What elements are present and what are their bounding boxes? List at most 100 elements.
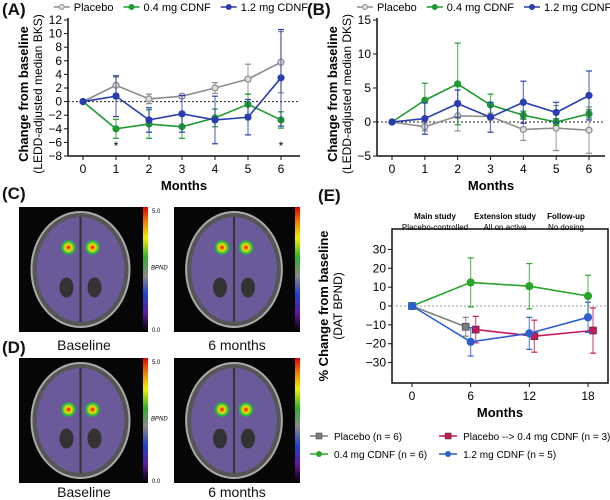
x-tick-label: 12 [523, 389, 537, 403]
data-point [211, 84, 219, 92]
colorbar-min-label: 0.0 [152, 328, 161, 334]
striatum-uptake [84, 239, 101, 256]
y-tick-label: 10 [49, 27, 63, 41]
data-point [486, 113, 495, 121]
series-line [411, 305, 589, 343]
data-point [244, 75, 252, 83]
data-point [454, 80, 462, 88]
chart-e: −30 −20 −10 0 10 20 30 0 6 12 18 Months % Change fro… [310, 212, 610, 461]
x-tick-label: 6 [586, 162, 593, 176]
y-tick-label: 10 [373, 280, 387, 294]
legend-marker [58, 4, 65, 10]
x-axis-title: Months [468, 178, 514, 193]
legend-marker [431, 4, 438, 10]
y-tick-label: −4 [48, 122, 62, 136]
data-point [145, 95, 153, 103]
data-point [552, 124, 560, 132]
colorbar-max-label: 5.0 [152, 209, 161, 215]
d-6months-label: 6 months [208, 484, 266, 500]
data-point [388, 118, 396, 126]
series-line [411, 305, 466, 328]
y-tick-label: 20 [373, 261, 387, 275]
x-tick-label: 6 [467, 389, 474, 403]
panel-label-b: (B) [307, 0, 331, 19]
x-tick-label: 1 [421, 162, 428, 176]
legend-label: 0.4 mg CDNF [144, 2, 212, 14]
colorbar-title: BPND [151, 266, 168, 272]
legend-marker [316, 451, 322, 457]
data-point [583, 313, 593, 322]
legend-label: 1.2 mg CDNF [241, 2, 309, 14]
legend-label: 0.4 mg CDNF (n = 6) [334, 450, 427, 461]
data-point [519, 125, 527, 134]
x-tick-label: 0 [409, 389, 416, 403]
series-line [411, 281, 589, 307]
striatum-uptake [60, 401, 77, 418]
colorbar-title: BPND [151, 417, 168, 423]
legend-label: Placebo (n = 6) [334, 432, 402, 443]
data-point [589, 326, 597, 335]
colorbar [143, 358, 148, 483]
colorbar [143, 207, 148, 332]
phase-subtitle: All on active [483, 223, 527, 232]
striatum-uptake [214, 239, 230, 256]
ventricle [213, 428, 227, 449]
ventricle [241, 277, 255, 298]
legend-marker [362, 4, 368, 10]
y-tick-label: 0 [379, 299, 386, 313]
x-tick-label: 6 [278, 162, 285, 176]
striatum-uptake [238, 401, 254, 418]
data-point [585, 91, 593, 100]
significance-marker: * [114, 139, 119, 153]
x-tick-label: 3 [487, 162, 494, 176]
data-point [112, 92, 120, 100]
ventricle [241, 428, 255, 449]
y-axis-title: Change from baseline [325, 26, 340, 162]
y-tick-label: −8 [48, 149, 62, 163]
data-point [552, 108, 560, 117]
y-tick-label: 5 [364, 81, 371, 95]
data-point [585, 126, 593, 134]
y-tick-label: 12 [49, 13, 63, 27]
data-point [471, 325, 480, 334]
chart-b: −5 0 5 10 15 0 1 2 3 4 5 6 Months Change from baselin… [325, 2, 610, 193]
data-point [583, 291, 593, 301]
legend-marker [315, 432, 323, 440]
y-tick-label: 2 [55, 81, 62, 95]
phase-title: Extension study [474, 212, 536, 221]
striatum-uptake [214, 401, 230, 418]
striatum-uptake [238, 239, 254, 256]
panel-label-a: (A) [2, 0, 26, 19]
x-tick-label: 4 [212, 162, 219, 176]
colorbar-max-label: 5.0 [152, 360, 161, 366]
x-tick-label: 2 [454, 162, 461, 176]
phase-title: Follow-up [547, 212, 585, 221]
data-point [454, 100, 462, 108]
data-point [421, 114, 429, 123]
x-tick-label: 5 [553, 162, 560, 176]
data-point [178, 110, 186, 118]
data-point [466, 278, 475, 287]
significance-marker: * [279, 139, 284, 153]
panel-label-e: (E) [318, 186, 341, 205]
legend-marker [529, 4, 536, 10]
data-point [277, 74, 285, 82]
data-point [525, 329, 534, 338]
y-axis-title: % Change from baseline [316, 231, 331, 382]
data-point [525, 282, 534, 291]
data-point [461, 322, 470, 331]
panel-label-c: (C) [2, 184, 26, 203]
data-point [145, 116, 153, 124]
striatum-uptake [60, 239, 77, 256]
phase-subtitle: Placebo-controlled [402, 223, 468, 232]
data-point [211, 116, 219, 124]
y-tick-label: −2 [48, 108, 62, 122]
y-tick-label: 30 [373, 242, 387, 256]
x-tick-label: 0 [80, 162, 87, 176]
y-tick-label: −20 [366, 337, 387, 351]
data-point [244, 113, 252, 121]
y-tick-label: 0 [55, 95, 62, 109]
legend-marker [444, 432, 452, 440]
legend-label: 1.2 mg CDNF [544, 2, 610, 14]
